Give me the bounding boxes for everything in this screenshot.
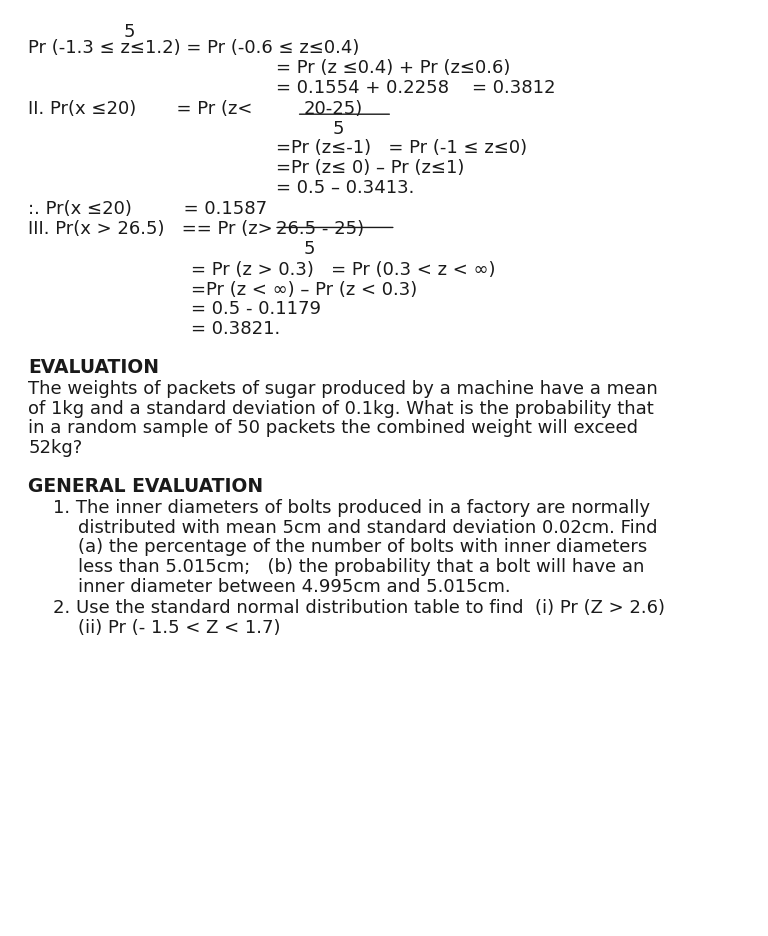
Text: The weights of packets of sugar produced by a machine have a mean: The weights of packets of sugar produced… <box>28 380 658 398</box>
Text: = 0.3821.: = 0.3821. <box>190 320 280 338</box>
Text: EVALUATION: EVALUATION <box>28 358 159 377</box>
Text: in a random sample of 50 packets the combined weight will exceed: in a random sample of 50 packets the com… <box>28 419 638 437</box>
Text: = 0.1554 + 0.2258    = 0.3812: = 0.1554 + 0.2258 = 0.3812 <box>276 79 555 96</box>
Text: =Pr (z≤ 0) – Pr (z≤1): =Pr (z≤ 0) – Pr (z≤1) <box>276 159 464 177</box>
Text: 5: 5 <box>332 120 343 138</box>
Text: II. Pr(x ≤20)       = Pr (z<: II. Pr(x ≤20) = Pr (z< <box>28 100 258 118</box>
Text: 20-25): 20-25) <box>304 100 363 118</box>
Text: 1. The inner diameters of bolts produced in a factory are normally: 1. The inner diameters of bolts produced… <box>53 499 650 517</box>
Text: 2. Use the standard normal distribution table to find  (i) Pr (Z > 2.6): 2. Use the standard normal distribution … <box>53 599 665 617</box>
Text: :. Pr(x ≤20)         = 0.1587: :. Pr(x ≤20) = 0.1587 <box>28 200 267 218</box>
Text: 5: 5 <box>304 240 316 257</box>
Text: = 0.5 - 0.1179: = 0.5 - 0.1179 <box>190 300 321 318</box>
Text: distributed with mean 5cm and standard deviation 0.02cm. Find: distributed with mean 5cm and standard d… <box>78 519 657 536</box>
Text: less than 5.015cm;   (b) the probability that a bolt will have an: less than 5.015cm; (b) the probability t… <box>78 558 644 576</box>
Text: 5: 5 <box>124 23 135 41</box>
Text: = Pr (z ≤0.4) + Pr (z≤0.6): = Pr (z ≤0.4) + Pr (z≤0.6) <box>276 59 510 77</box>
Text: 52kg?: 52kg? <box>28 439 82 457</box>
Text: inner diameter between 4.995cm and 5.015cm.: inner diameter between 4.995cm and 5.015… <box>78 578 511 595</box>
Text: Pr (-1.3 ≤ z≤1.2) = Pr (-0.6 ≤ z≤0.4): Pr (-1.3 ≤ z≤1.2) = Pr (-0.6 ≤ z≤0.4) <box>28 39 359 57</box>
Text: = Pr (z > 0.3)   = Pr (0.3 < z < ∞): = Pr (z > 0.3) = Pr (0.3 < z < ∞) <box>190 261 495 279</box>
Text: (a) the percentage of the number of bolts with inner diameters: (a) the percentage of the number of bolt… <box>78 538 647 556</box>
Text: of 1kg and a standard deviation of 0.1kg. What is the probability that: of 1kg and a standard deviation of 0.1kg… <box>28 400 654 417</box>
Text: (ii) Pr (- 1.5 < Z < 1.7): (ii) Pr (- 1.5 < Z < 1.7) <box>78 619 280 636</box>
Text: GENERAL EVALUATION: GENERAL EVALUATION <box>28 477 263 496</box>
Text: = 0.5 – 0.3413.: = 0.5 – 0.3413. <box>276 179 414 197</box>
Text: =Pr (z≤-1)   = Pr (-1 ≤ z≤0): =Pr (z≤-1) = Pr (-1 ≤ z≤0) <box>276 139 527 157</box>
Text: 26.5 - 25): 26.5 - 25) <box>276 220 364 238</box>
Text: III. Pr(x > 26.5)   == Pr (z>: III. Pr(x > 26.5) == Pr (z> <box>28 220 273 238</box>
Text: =Pr (z < ∞) – Pr (z < 0.3): =Pr (z < ∞) – Pr (z < 0.3) <box>190 281 417 299</box>
